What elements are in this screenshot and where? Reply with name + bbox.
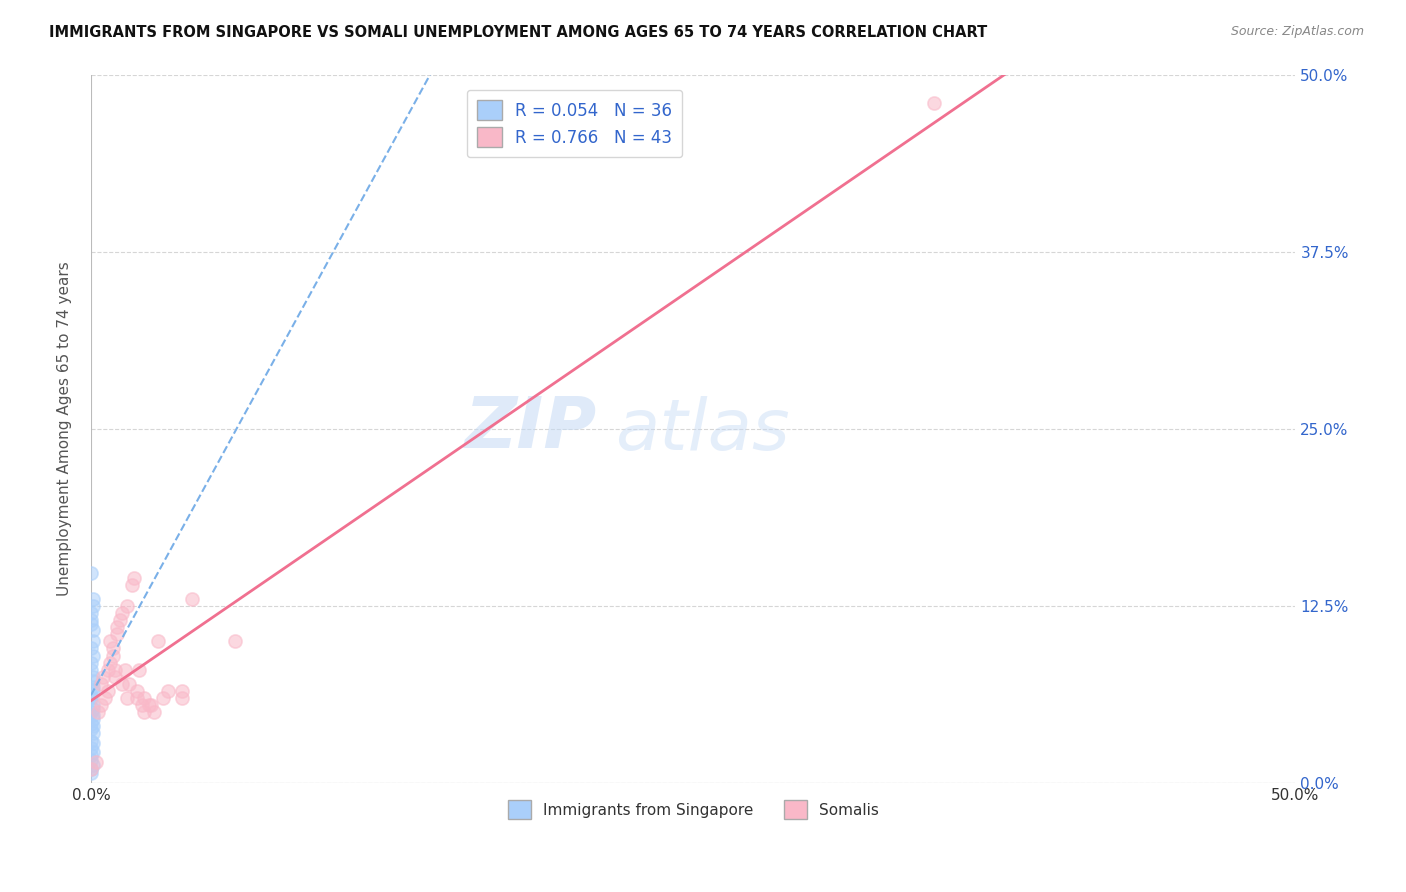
Point — [82, 736, 104, 750]
Text: IMMIGRANTS FROM SINGAPORE VS SOMALI UNEMPLOYMENT AMONG AGES 65 TO 74 YEARS CORRE: IMMIGRANTS FROM SINGAPORE VS SOMALI UNEM… — [49, 25, 987, 40]
Point — [80, 753, 103, 767]
Point — [80, 613, 103, 627]
Point — [138, 698, 160, 712]
Point — [84, 755, 107, 769]
Point — [224, 634, 246, 648]
Point — [80, 747, 103, 762]
Point — [80, 762, 103, 776]
Point — [82, 634, 104, 648]
Point — [82, 623, 104, 637]
Point — [115, 691, 138, 706]
Point — [82, 670, 104, 684]
Point — [142, 705, 165, 719]
Point — [172, 684, 194, 698]
Point — [101, 648, 124, 663]
Point — [98, 634, 121, 648]
Point — [82, 702, 104, 716]
Point — [80, 688, 103, 702]
Point — [141, 698, 163, 712]
Point — [97, 684, 120, 698]
Point — [98, 656, 121, 670]
Point — [80, 740, 103, 755]
Point — [90, 677, 112, 691]
Point — [80, 705, 103, 719]
Point — [132, 705, 155, 719]
Point — [131, 698, 153, 712]
Point — [97, 663, 120, 677]
Point — [80, 617, 103, 632]
Point — [80, 606, 103, 620]
Point — [80, 762, 103, 776]
Point — [82, 599, 104, 613]
Point — [107, 620, 129, 634]
Point — [80, 656, 103, 670]
Text: atlas: atlas — [614, 396, 790, 466]
Point — [157, 684, 180, 698]
Point — [115, 599, 138, 613]
Point — [80, 733, 103, 747]
Point — [172, 691, 194, 706]
Point — [90, 698, 112, 712]
Point — [82, 719, 104, 733]
Point — [82, 745, 104, 759]
Point — [80, 566, 103, 581]
Point — [82, 726, 104, 740]
Point — [82, 757, 104, 772]
Point — [111, 606, 134, 620]
Point — [121, 577, 143, 591]
Point — [80, 716, 103, 731]
Point — [80, 641, 103, 656]
Point — [80, 766, 103, 780]
Point — [91, 670, 114, 684]
Point — [80, 663, 103, 677]
Point — [82, 712, 104, 726]
Y-axis label: Unemployment Among Ages 65 to 74 years: Unemployment Among Ages 65 to 74 years — [58, 261, 72, 596]
Point — [82, 648, 104, 663]
Point — [87, 705, 110, 719]
Point — [124, 570, 146, 584]
Point — [125, 684, 148, 698]
Point — [125, 691, 148, 706]
Point — [82, 698, 104, 712]
Point — [114, 663, 136, 677]
Point — [128, 663, 150, 677]
Point — [104, 663, 127, 677]
Point — [107, 627, 129, 641]
Point — [80, 722, 103, 736]
Point — [94, 691, 117, 706]
Legend: Immigrants from Singapore, Somalis: Immigrants from Singapore, Somalis — [502, 794, 884, 825]
Point — [181, 591, 204, 606]
Point — [82, 673, 104, 688]
Point — [148, 634, 170, 648]
Point — [111, 677, 134, 691]
Point — [80, 691, 103, 706]
Point — [108, 613, 131, 627]
Text: ZIP: ZIP — [464, 394, 596, 463]
Point — [82, 684, 104, 698]
Point — [132, 691, 155, 706]
Point — [82, 680, 104, 694]
Point — [104, 670, 127, 684]
Point — [82, 708, 104, 723]
Point — [101, 641, 124, 656]
Point — [922, 95, 945, 110]
Point — [152, 691, 174, 706]
Point — [82, 591, 104, 606]
Text: Source: ZipAtlas.com: Source: ZipAtlas.com — [1230, 25, 1364, 38]
Point — [118, 677, 141, 691]
